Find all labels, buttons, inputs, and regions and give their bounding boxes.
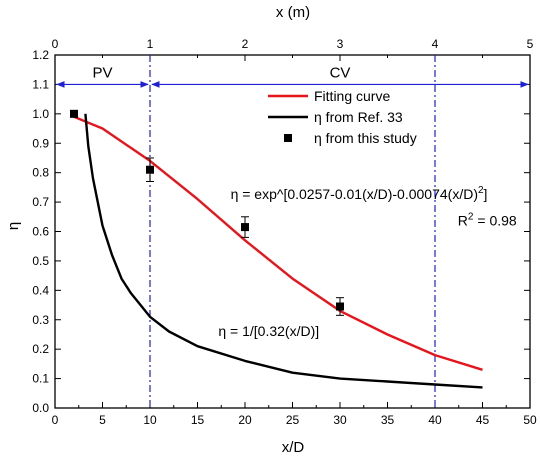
x-tick-label: 5: [99, 413, 106, 427]
x-tick-label: 30: [333, 413, 347, 427]
y-tick-label: 0.9: [32, 136, 49, 150]
y-tick-label: 0.4: [32, 283, 49, 297]
legend-label-1: η from Ref. 33: [314, 109, 403, 125]
x-tick-label: 10: [143, 413, 157, 427]
x-tick-label: 45: [476, 413, 490, 427]
top-x-tick-label: 1: [147, 37, 154, 51]
y-tick-label: 0.7: [32, 195, 49, 209]
x-tick-label: 25: [286, 413, 300, 427]
x-tick-label: 50: [523, 413, 537, 427]
x-axis-title: x/D: [282, 439, 305, 456]
y-tick-label: 0.1: [32, 372, 49, 386]
x-tick-label: 0: [52, 413, 59, 427]
data-point: [70, 109, 78, 118]
x-tick-label: 40: [428, 413, 442, 427]
y-tick-label: 0.6: [32, 225, 49, 239]
x-tick-label: 35: [381, 413, 395, 427]
y-tick-label: 0.2: [32, 342, 49, 356]
reference-lines: PV CV: [56, 55, 529, 408]
legend-label-0: Fitting curve: [314, 88, 390, 104]
annotation-1: R2 = 0.98: [458, 212, 517, 229]
x-tick-label: 15: [191, 413, 205, 427]
y-tick-label: 0.5: [32, 254, 49, 268]
plot-area-border: [54, 54, 531, 409]
y-tick-label: 1.2: [32, 48, 49, 62]
data-point: [146, 165, 154, 174]
data-point: [336, 302, 344, 311]
x-tick-label: 20: [238, 413, 252, 427]
y-axis-title: η: [5, 222, 22, 230]
top-x-tick-label: 4: [432, 37, 439, 51]
region-label-pv: PV: [92, 64, 112, 81]
top-x-axis-title: x (m): [276, 4, 310, 21]
top-x-tick-label: 3: [337, 37, 344, 51]
series-0-line: [73, 115, 483, 371]
top-x-tick-label: 5: [527, 37, 534, 51]
legend-label-2: η from this study: [314, 130, 417, 146]
legend-swatch-2: [284, 134, 292, 142]
y-tick-label: 0.8: [32, 166, 49, 180]
data-point: [241, 223, 249, 232]
annotations: η = exp^[0.0257-0.01(x/D)-0.00074(x/D)2]…: [218, 185, 517, 339]
y-tick-label: 0.3: [32, 313, 49, 327]
axis-ticks: 0 5 10 15 20 25 30 35 40 45 500 1 2 3 4 50.00.10.20.30.…: [32, 37, 537, 427]
top-x-tick-label: 2: [242, 37, 249, 51]
plot-frame: [54, 54, 531, 409]
y-tick-label: 1.0: [32, 107, 49, 121]
top-x-tick-label: 0: [52, 37, 59, 51]
series-1-line: [84, 113, 483, 389]
region-label-cv: CV: [330, 64, 351, 81]
annotation-0: η = exp^[0.0257-0.01(x/D)-0.00074(x/D)2]: [231, 185, 488, 202]
y-tick-label: 1.1: [32, 77, 49, 91]
annotation-2: η = 1/[0.32(x/D)]: [218, 323, 319, 339]
series-layer: [70, 109, 483, 389]
legend: Fitting curve η from Ref. 33 η from this s…: [268, 88, 417, 146]
y-tick-label: 0.0: [32, 401, 49, 415]
